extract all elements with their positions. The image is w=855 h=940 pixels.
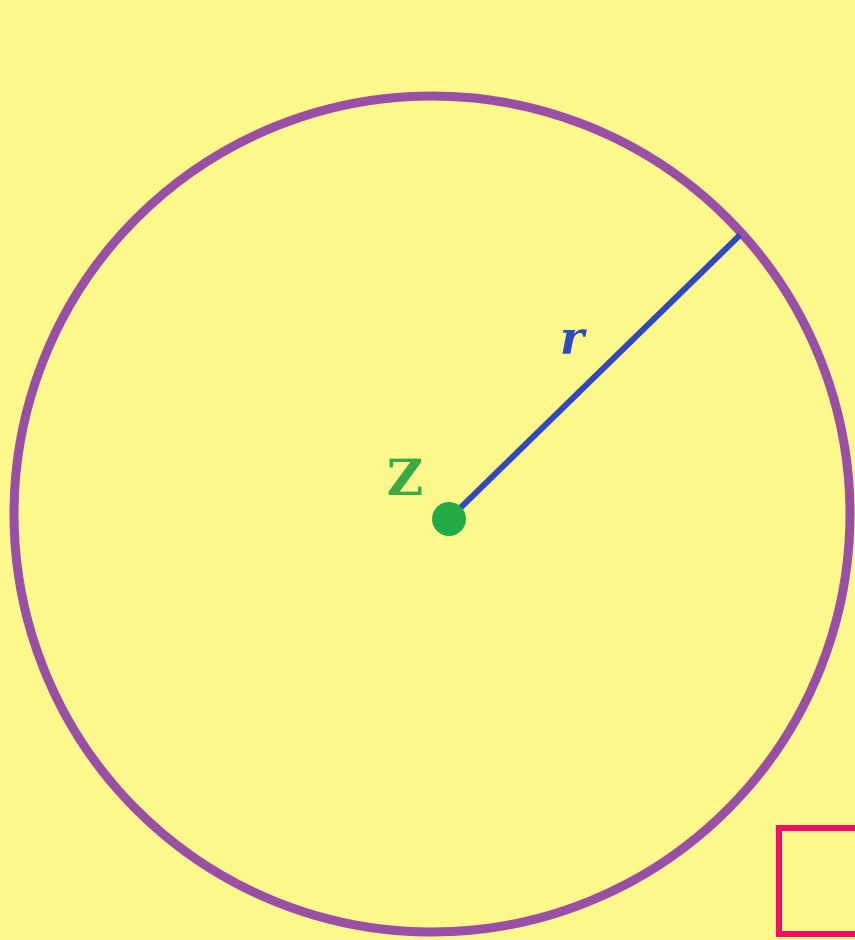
center-label: Z <box>387 448 424 507</box>
radius-label: r <box>560 311 588 365</box>
diagram: Z r <box>0 0 855 940</box>
center-dot <box>432 502 466 536</box>
page: Z r (() => { const data = JSON.parse(doc… <box>0 0 855 940</box>
